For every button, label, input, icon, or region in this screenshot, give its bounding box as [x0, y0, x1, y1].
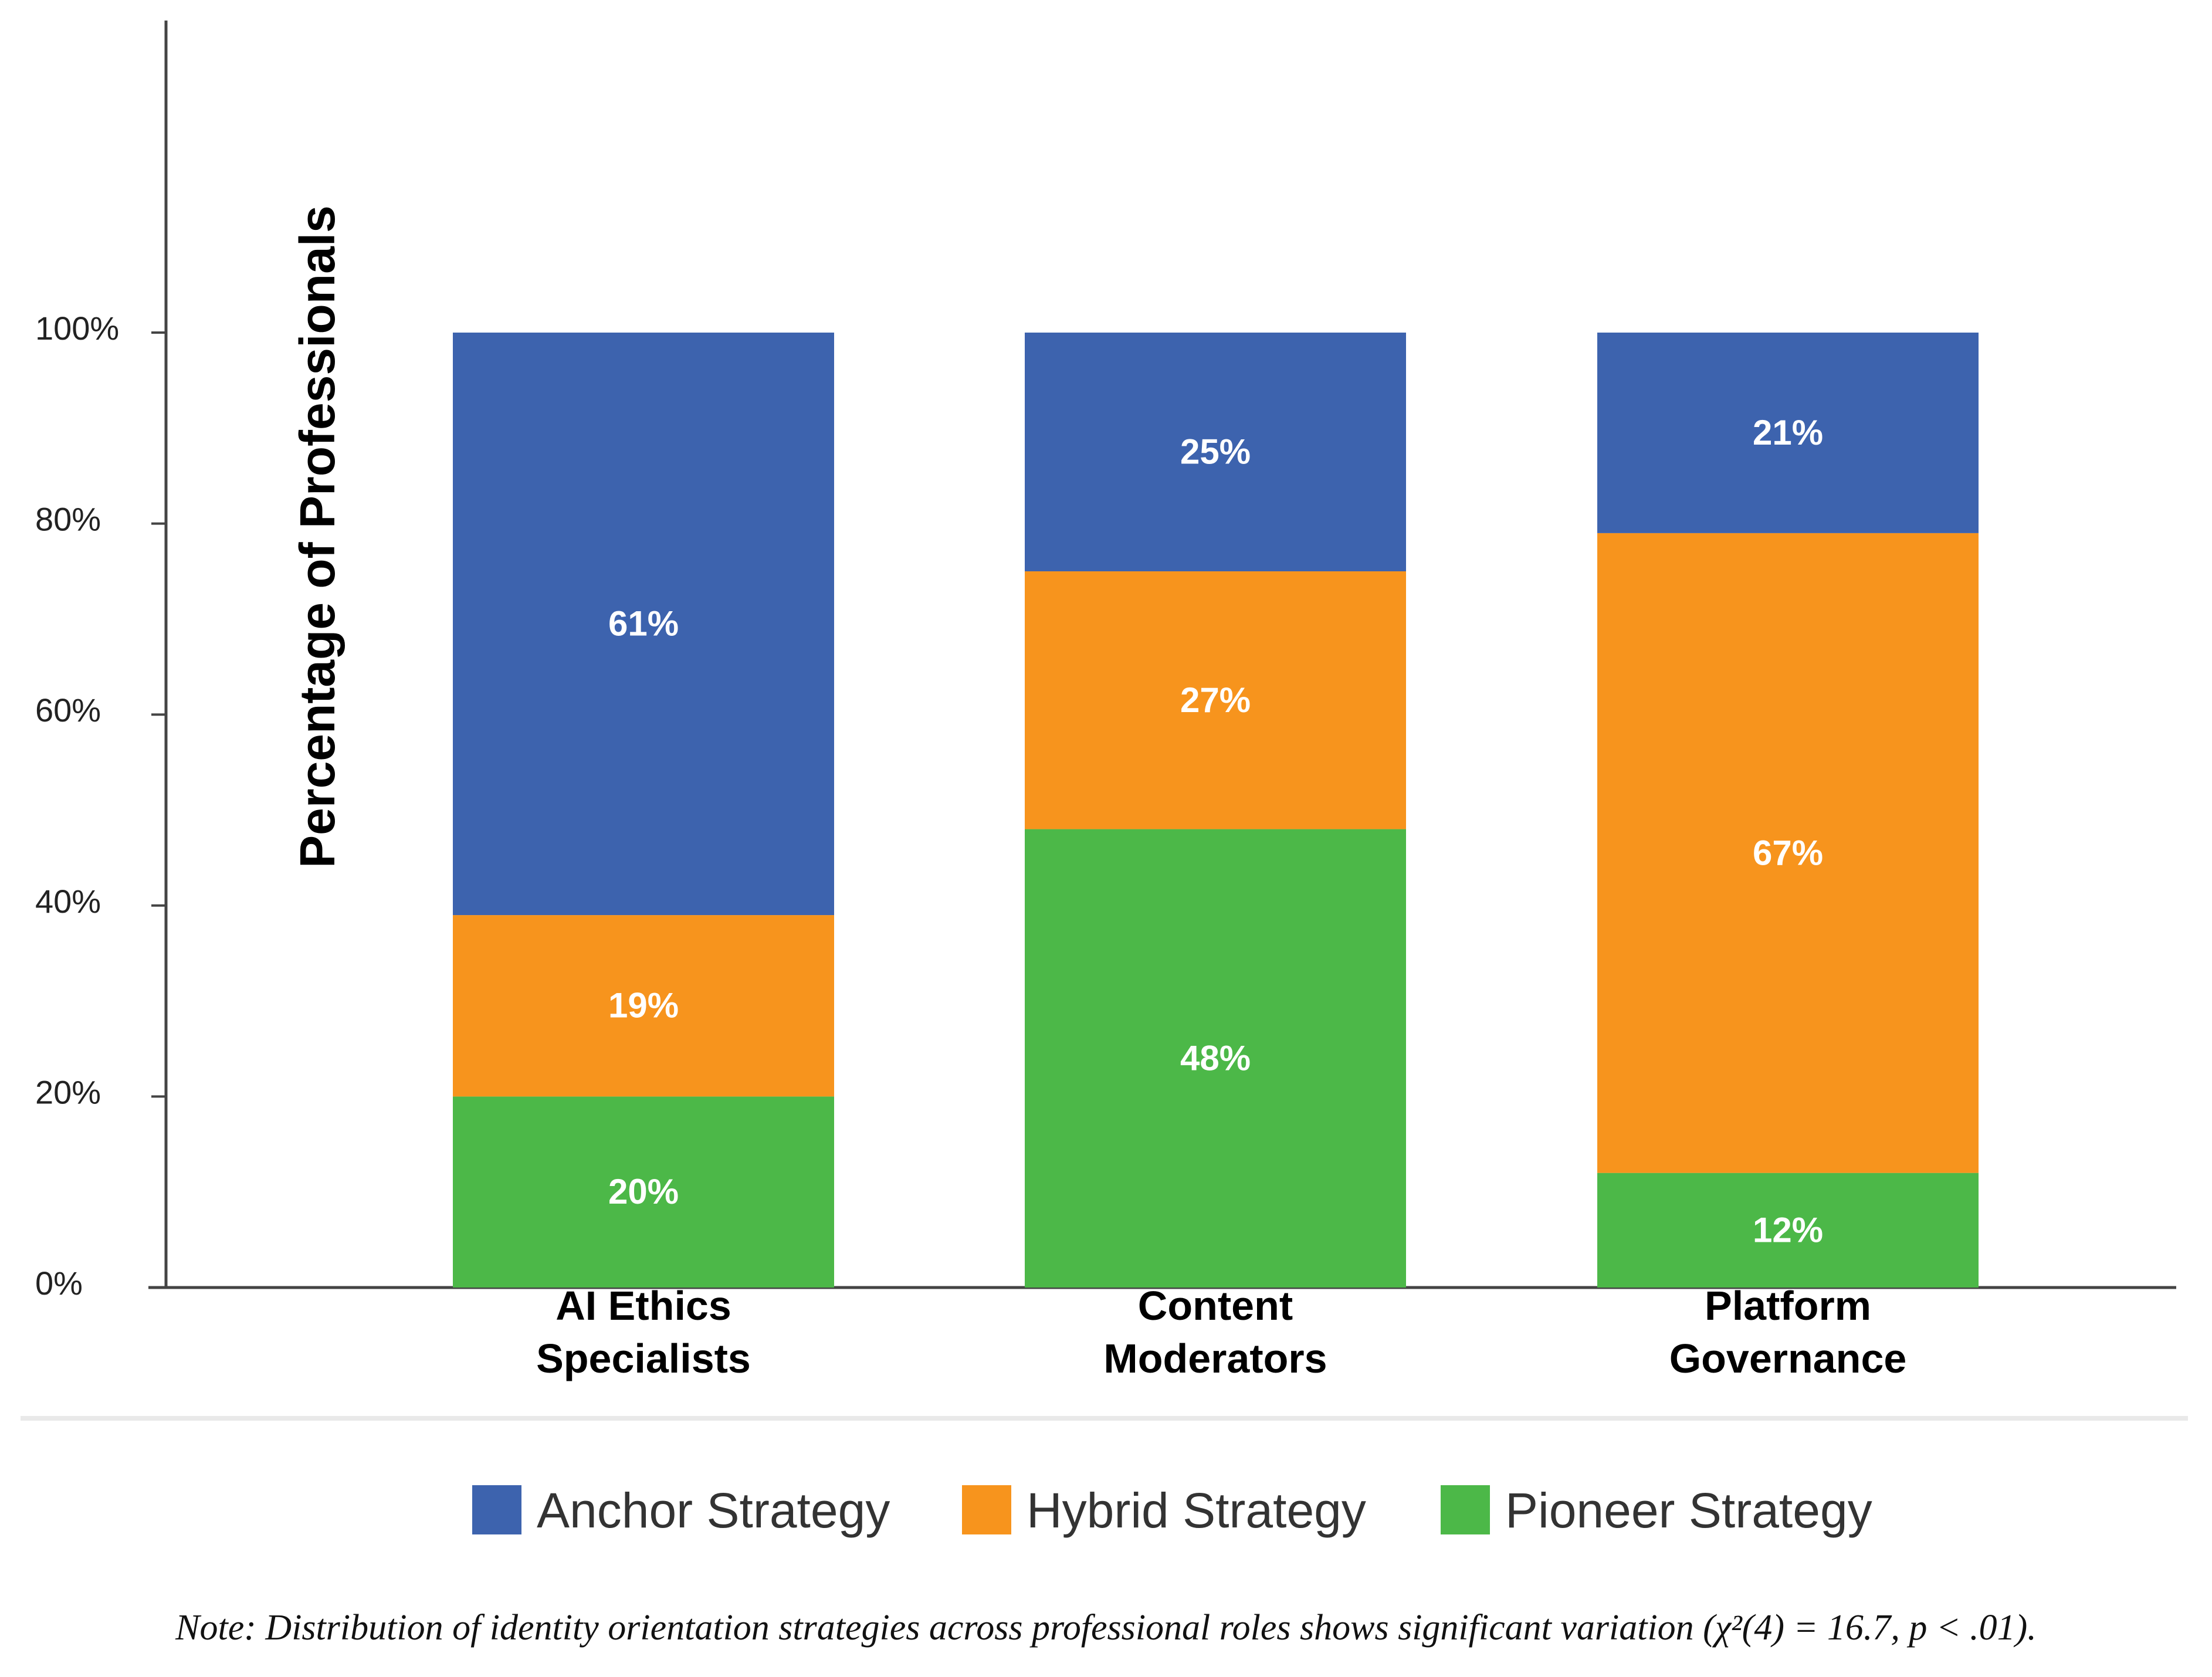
category-label: Moderators: [1103, 1336, 1327, 1381]
y-tick-label: 60%: [35, 692, 101, 729]
legend-label[interactable]: Anchor Strategy: [537, 1483, 890, 1538]
data-label: 67%: [1753, 833, 1823, 872]
bar-segment: [453, 915, 834, 1097]
category-label: Specialists: [536, 1336, 751, 1381]
legend-swatch: [472, 1485, 521, 1534]
bar-segment: [1025, 571, 1406, 829]
bar-segment: [453, 1096, 834, 1288]
legend-label[interactable]: Pioneer Strategy: [1505, 1483, 1872, 1538]
legend-label[interactable]: Hybrid Strategy: [1027, 1483, 1366, 1538]
bar-segment: [1597, 533, 1979, 1173]
y-tick-label: 100%: [35, 310, 119, 347]
y-tick-label: 20%: [35, 1073, 101, 1110]
y-tick-label: 0%: [35, 1265, 83, 1302]
legend-swatch: [962, 1485, 1011, 1534]
bars: [453, 333, 1979, 1288]
bar-segment: [1597, 1173, 1979, 1288]
data-label: 27%: [1180, 680, 1251, 720]
bar-segment: [453, 333, 834, 916]
category-label: Governance: [1669, 1336, 1907, 1381]
data-label: 19%: [608, 986, 679, 1025]
data-label: 21%: [1753, 413, 1823, 452]
category-label: AI Ethics: [555, 1283, 731, 1329]
category-label: Platform: [1705, 1283, 1871, 1329]
bar-segment: [1025, 829, 1406, 1288]
y-tick-label: 40%: [35, 883, 101, 920]
y-axis-ticks: 0% 20% 40% 60% 80% 100%: [35, 310, 166, 1302]
data-label: 25%: [1180, 432, 1251, 472]
data-label: 12%: [1753, 1210, 1823, 1249]
legend-swatch: [1441, 1485, 1490, 1534]
figure-note: Note: Distribution of identity orientati…: [175, 1608, 2037, 1648]
category-labels: AI Ethics Specialists Content Moderators Pla…: [536, 1283, 1906, 1381]
data-label: 48%: [1180, 1038, 1251, 1078]
y-tick-label: 80%: [35, 501, 101, 538]
bar-segment: [1025, 333, 1406, 571]
y-axis-title: Percentage of Professionals: [290, 205, 345, 868]
bar-segment: [1597, 333, 1979, 533]
data-labels: 20% 19% 61% 48% 27% 25% 12% 67% 21%: [608, 413, 1823, 1249]
data-label: 20%: [608, 1172, 679, 1211]
legend[interactable]: Anchor Strategy Hybrid Strategy Pioneer St…: [472, 1483, 1872, 1538]
data-label: 61%: [608, 604, 679, 643]
category-label: Content: [1138, 1283, 1293, 1329]
